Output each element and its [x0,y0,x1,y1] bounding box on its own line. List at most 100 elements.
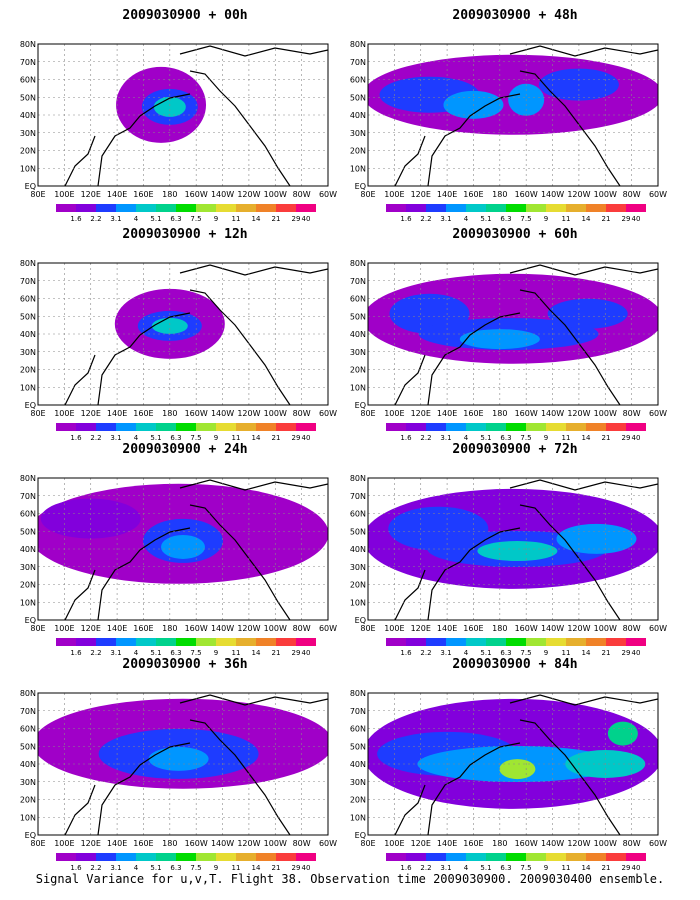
coastline [97,527,191,620]
variance-contour-fill [148,746,209,771]
lon-tick-label: 160W [185,839,208,848]
lon-tick-label: 160E [463,409,483,418]
coastline [509,694,658,706]
colorbar-label: 11 [562,434,571,442]
coastline [189,719,291,835]
lat-tick-label: 20N [20,796,36,805]
colorbar-swatch [216,204,236,212]
lat-tick-label: 10N [20,164,36,173]
colorbar-label: 29 [622,434,631,442]
map-frame [37,43,329,187]
lon-tick-label: 120W [237,839,260,848]
colorbar-label: 7.5 [190,864,201,872]
colorbar-swatch [386,204,406,212]
map-frame [367,477,659,621]
lat-tick-label: 50N [20,742,36,751]
colorbar-swatch [76,204,96,212]
lon-tick-label: 160W [515,190,538,199]
colorbar-swatch [506,423,526,431]
lat-tick-label: 10N [350,383,366,392]
lon-tick-label: 60W [319,190,337,199]
coastline [97,93,191,186]
panel-12h: 2009030900 + 12h 80N 70N 60N 50N 40N 30N 20N 10… [20,227,350,442]
colorbar-swatch [96,204,116,212]
colorbar-swatch [506,638,526,646]
lon-tick-label: 120W [237,624,260,633]
colorbar-label: 7.5 [520,434,531,442]
colorbar-swatch [526,638,546,646]
colorbar-swatch [586,204,606,212]
colorbar-label: 9 [214,864,218,872]
lat-tick-label: 30N [350,348,366,357]
lon-tick-label: 160E [133,839,153,848]
lat-tick-label: 30N [20,778,36,787]
colorbar-label: 6.3 [500,864,511,872]
colorbar-swatch [386,423,406,431]
colorbar-swatch [506,853,526,861]
colorbar-label: 3.1 [110,864,121,872]
colorbar-swatch [566,638,586,646]
lat-tick-label: 80N [350,40,366,49]
lat-tick-label: 30N [20,563,36,572]
colorbar-label: 29 [622,649,631,657]
colorbar: 1.6 2.2 3.1 4 5.1 6.3 7.5 9 11 14 21 29 40 [386,853,646,872]
lon-tick-label: 140E [107,624,127,633]
colorbar-label: 5.1 [150,215,161,223]
coastline [189,504,291,620]
colorbar-swatch [606,204,626,212]
panel-title: 2009030900 + 84h [452,657,578,672]
colorbar-label: 11 [232,864,241,872]
lon-tick-label: 80E [30,190,45,199]
lon-tick-label: 100E [54,190,74,199]
colorbar-label: 40 [302,864,311,872]
panel-36h: 2009030900 + 36h 80N 70N 60N 50N 40N 30N 20N 10… [20,657,350,872]
colorbar-swatch [426,638,446,646]
coastline [519,289,621,405]
colorbar-label: 1.6 [400,864,412,872]
coastline [189,70,291,186]
colorbar-label: 1.6 [70,649,82,657]
lon-tick-label: 120E [81,409,101,418]
lon-tick-label: 160W [185,190,208,199]
colorbar-swatch [136,853,156,861]
colorbar-label: 4 [134,215,139,223]
colorbar-label: 5.1 [150,649,161,657]
colorbar-swatch [406,638,426,646]
colorbar-label: 14 [252,649,261,657]
lon-tick-label: 180 [492,624,507,633]
colorbar-label: 14 [252,215,261,223]
lon-tick-label: 120E [81,624,101,633]
lon-tick-label: 160W [515,409,538,418]
panel-title: 2009030900 + 24h [122,442,248,457]
lon-tick-label: 100W [594,839,617,848]
lat-tick-label: 10N [350,598,366,607]
colorbar-label: 40 [632,864,641,872]
lon-tick-label: 80W [293,190,311,199]
colorbar-swatch [606,638,626,646]
lon-tick-label: 120W [567,409,590,418]
colorbar-swatch [426,204,446,212]
colorbar-label: 9 [214,215,218,223]
coastline [394,784,426,835]
colorbar-label: 14 [582,215,591,223]
coastline [427,527,521,620]
lon-tick-label: 100E [384,190,404,199]
lon-tick-label: 80W [623,409,641,418]
panel-24h: 2009030900 + 24h 80N 70N 60N 50N 40N 30N 20N 10… [20,442,350,657]
lat-tick-label: 20N [350,581,366,590]
colorbar-label: 4 [464,864,469,872]
lon-tick-label: 80W [623,839,641,848]
lat-tick-label: 70N [350,492,366,501]
lat-tick-label: 60N [350,295,366,304]
lat-tick-label: 80N [350,689,366,698]
lat-tick-label: 50N [350,93,366,102]
colorbar-label: 40 [632,649,641,657]
map-frame [37,262,329,406]
colorbar-swatch [96,423,116,431]
colorbar-label: 21 [272,649,281,657]
lat-tick-label: 50N [20,312,36,321]
colorbar-swatch [526,423,546,431]
colorbar-swatch [276,204,296,212]
